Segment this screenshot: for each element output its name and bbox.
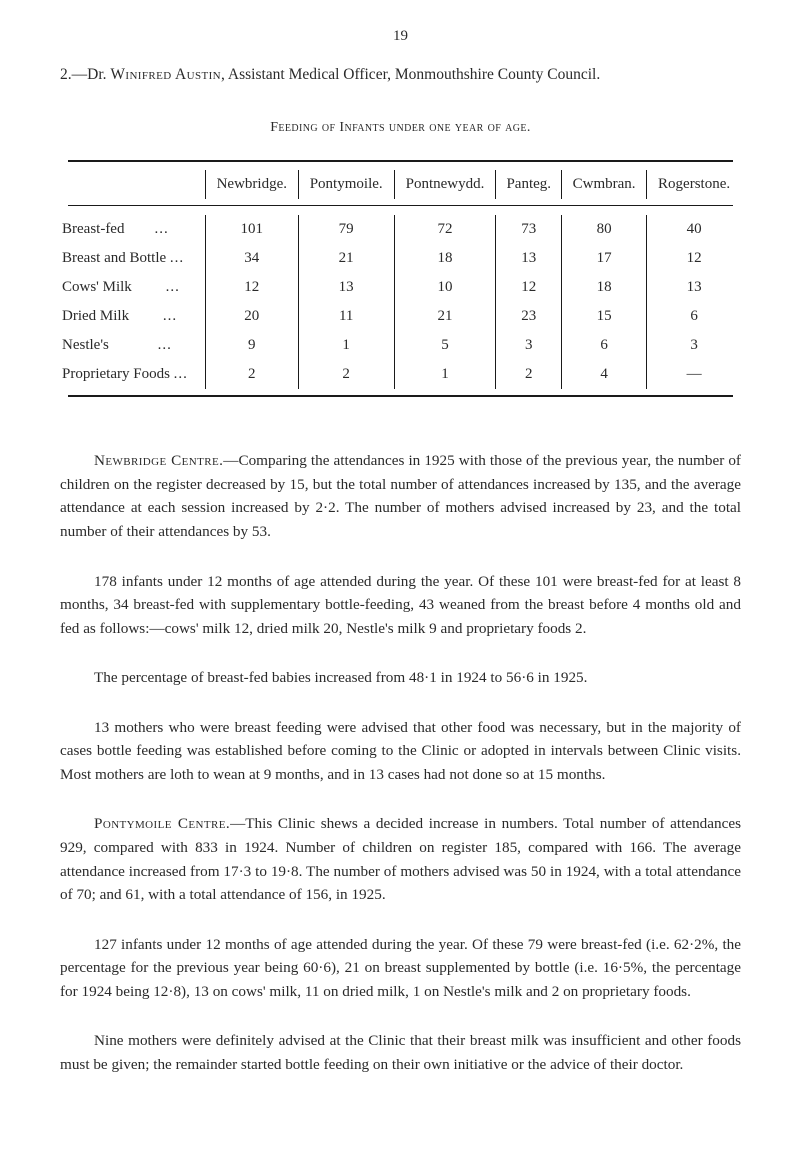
cell: 2	[496, 360, 562, 389]
cell: 17	[562, 244, 647, 273]
cell: 72	[394, 215, 496, 244]
cell: 79	[298, 215, 394, 244]
cell: 12	[496, 273, 562, 302]
cell: 3	[647, 331, 741, 360]
section-heading: 2.—Dr. Winifred Austin, Assistant Medica…	[60, 63, 741, 86]
cell: 9	[205, 331, 298, 360]
table-title: Feeding of Infants under one year of age…	[60, 120, 741, 136]
cell: 2	[298, 360, 394, 389]
table-row: Cows' Milk ... 12 13 10 12 18 13	[60, 273, 741, 302]
cell: 40	[647, 215, 741, 244]
leader-dots: ...	[158, 337, 172, 353]
cell: 4	[562, 360, 647, 389]
table-row: Nestle's ... 9 1 5 3 6 3	[60, 331, 741, 360]
cell: 11	[298, 302, 394, 331]
col-newbridge: Newbridge.	[205, 170, 298, 199]
col-empty	[60, 170, 205, 199]
leader-dots: ...	[174, 366, 188, 382]
table-row: Dried Milk ... 20 11 21 23 15 6	[60, 302, 741, 331]
paragraph: 127 infants under 12 months of age atten…	[60, 933, 741, 1004]
col-cwmbran: Cwmbran.	[562, 170, 647, 199]
row-label: Breast and Bottle	[62, 250, 166, 266]
table-header-row: Newbridge. Pontymoile. Pontnewydd. Pante…	[60, 170, 741, 199]
cell: 34	[205, 244, 298, 273]
centre-name: Pontymoile Centre.	[94, 815, 230, 832]
cell: 6	[647, 302, 741, 331]
cell: 18	[562, 273, 647, 302]
col-pontymoile: Pontymoile.	[298, 170, 394, 199]
data-table: Newbridge. Pontymoile. Pontnewydd. Pante…	[60, 154, 741, 405]
cell: 13	[298, 273, 394, 302]
row-label: Proprietary Foods	[62, 366, 170, 382]
cell: 5	[394, 331, 496, 360]
table-row: Breast and Bottle ... 34 21 18 13 17 12	[60, 244, 741, 273]
cell: —	[647, 360, 741, 389]
cell: 12	[205, 273, 298, 302]
row-label: Nestle's	[62, 337, 109, 353]
cell: 20	[205, 302, 298, 331]
centre-name: Newbridge Centre.	[94, 452, 223, 469]
cell: 3	[496, 331, 562, 360]
cell: 101	[205, 215, 298, 244]
cell: 73	[496, 215, 562, 244]
paragraph: Nine mothers were definitely advised at …	[60, 1029, 741, 1076]
leader-dots: ...	[166, 279, 180, 295]
row-label: Cows' Milk	[62, 279, 132, 295]
paragraph: The percentage of breast-fed babies incr…	[60, 666, 741, 690]
leader-dots: ...	[154, 221, 168, 237]
section-number: 2.	[60, 66, 72, 83]
cell: 80	[562, 215, 647, 244]
col-pontnewydd: Pontnewydd.	[394, 170, 496, 199]
cell: 6	[562, 331, 647, 360]
document-page: 19 2.—Dr. Winifred Austin, Assistant Med…	[0, 0, 801, 1163]
cell: 23	[496, 302, 562, 331]
paragraph: 178 infants under 12 months of age atten…	[60, 570, 741, 641]
cell: 2	[205, 360, 298, 389]
cell: 1	[394, 360, 496, 389]
col-rogerstone: Rogerstone.	[647, 170, 741, 199]
cell: 21	[298, 244, 394, 273]
table-row: Proprietary Foods ... 2 2 1 2 4 —	[60, 360, 741, 389]
row-label: Breast-fed	[62, 221, 124, 237]
cell: 12	[647, 244, 741, 273]
cell: 18	[394, 244, 496, 273]
cell: 15	[562, 302, 647, 331]
col-panteg: Panteg.	[496, 170, 562, 199]
cell: 1	[298, 331, 394, 360]
leader-dots: ...	[163, 308, 177, 324]
cell: 10	[394, 273, 496, 302]
paragraph: 13 mothers who were breast feeding were …	[60, 716, 741, 787]
leader-dots: ...	[170, 250, 184, 266]
author-name: Winifred Austin	[110, 66, 221, 83]
table-row: Breast-fed ... 101 79 72 73 80 40	[60, 215, 741, 244]
cell: 13	[496, 244, 562, 273]
row-label: Dried Milk	[62, 308, 129, 324]
heading-prefix: —Dr.	[72, 66, 111, 83]
heading-rest: , Assistant Medical Officer, Monmouthshi…	[221, 66, 600, 83]
page-number: 19	[60, 28, 741, 45]
paragraph: Pontymoile Centre.—This Clinic shews a d…	[60, 812, 741, 906]
paragraph: Newbridge Centre.—Comparing the attendan…	[60, 449, 741, 543]
cell: 21	[394, 302, 496, 331]
cell: 13	[647, 273, 741, 302]
